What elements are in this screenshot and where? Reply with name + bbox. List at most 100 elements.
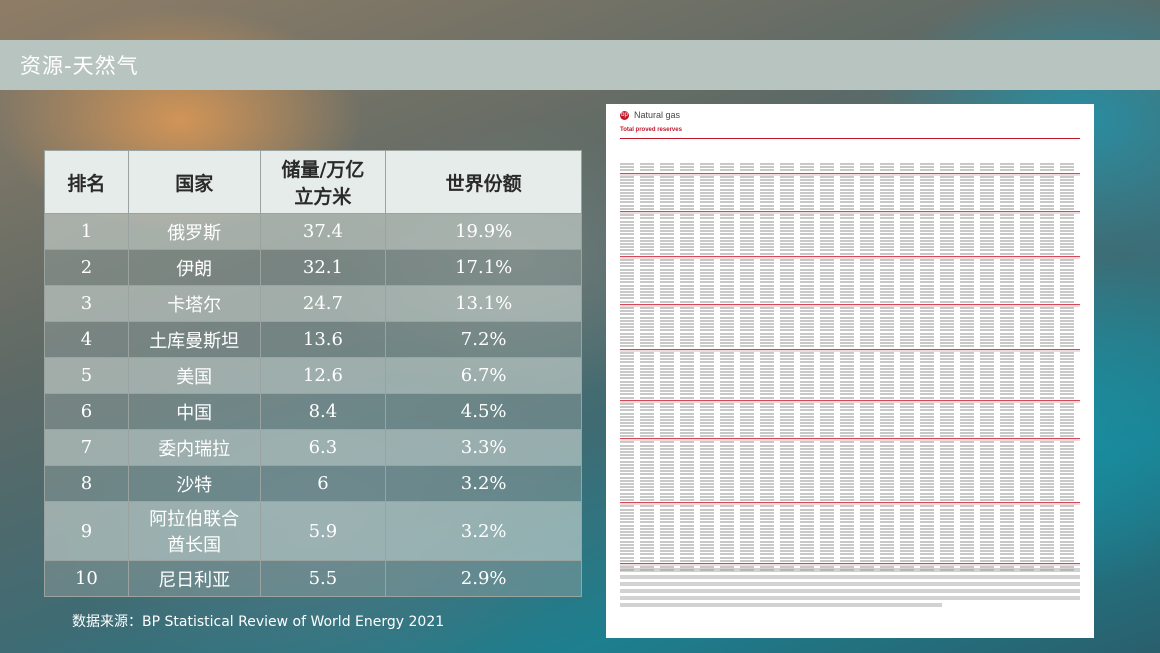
doc-row <box>620 511 1080 514</box>
header-country: 国家 <box>127 150 261 214</box>
cell-country: 俄罗斯 <box>127 213 261 250</box>
header-reserves-line2: 立方米 <box>294 186 352 208</box>
doc-row <box>620 374 1080 377</box>
table-row: 9 阿拉伯联合 酋长国 5.9 3.2% <box>44 501 582 561</box>
doc-row <box>620 518 1080 521</box>
doc-row <box>620 495 1080 498</box>
doc-row <box>620 463 1080 466</box>
doc-row <box>620 233 1080 236</box>
doc-row <box>620 255 1080 259</box>
doc-row <box>620 326 1080 329</box>
cell-rank: 6 <box>44 393 129 430</box>
header-share: 世界份额 <box>385 150 582 214</box>
doc-row <box>620 502 1080 506</box>
doc-row <box>620 271 1080 274</box>
table-row: 3 卡塔尔 24.7 13.1% <box>44 285 582 322</box>
header-reserves-line1: 储量/万亿 <box>281 159 365 181</box>
doc-row <box>620 268 1080 271</box>
doc-row <box>620 550 1080 553</box>
doc-row <box>620 265 1080 268</box>
cell-country: 伊朗 <box>127 249 261 286</box>
doc-row <box>620 467 1080 469</box>
doc-row <box>620 547 1080 549</box>
doc-row <box>620 291 1080 293</box>
doc-column-headers <box>620 138 1080 163</box>
bp-logo-icon: bp <box>620 111 629 120</box>
doc-row <box>620 454 1080 457</box>
cell-country: 阿拉伯联合 酋长国 <box>127 501 261 561</box>
doc-row <box>620 425 1080 428</box>
doc-row <box>620 415 1080 418</box>
doc-row <box>620 428 1080 431</box>
doc-row <box>620 188 1080 191</box>
doc-row <box>620 396 1080 399</box>
doc-row <box>620 543 1080 546</box>
table-row: 4 土库曼斯坦 13.6 7.2% <box>44 321 582 358</box>
cell-share: 3.2% <box>385 501 582 561</box>
doc-row <box>620 195 1080 197</box>
doc-row <box>620 476 1080 479</box>
doc-row <box>620 307 1080 309</box>
doc-row <box>620 332 1080 335</box>
cell-rank: 1 <box>44 213 129 250</box>
doc-row <box>620 441 1080 444</box>
doc-row <box>620 335 1080 338</box>
doc-row <box>620 457 1080 460</box>
doc-row <box>620 371 1080 373</box>
doc-row <box>620 556 1080 559</box>
doc-row <box>620 505 1080 508</box>
doc-row <box>620 412 1080 415</box>
doc-row <box>620 191 1080 194</box>
doc-row <box>620 566 1080 569</box>
doc-row <box>620 499 1080 501</box>
doc-row <box>620 367 1080 370</box>
doc-row <box>620 246 1080 249</box>
doc-row <box>620 521 1080 524</box>
doc-row <box>620 383 1080 386</box>
doc-row <box>620 351 1080 354</box>
cell-reserves: 12.6 <box>259 357 387 394</box>
cell-country: 美国 <box>127 357 261 394</box>
table-row: 5 美国 12.6 6.7% <box>44 357 582 394</box>
table-row: 1 俄罗斯 37.4 19.9% <box>44 213 582 250</box>
doc-row <box>620 236 1080 239</box>
table-header-row: 排名 国家 储量/万亿 立方米 世界份额 <box>44 150 582 214</box>
doc-subtitle: Total proved reserves <box>620 127 682 133</box>
doc-row <box>620 531 1080 533</box>
cell-reserves: 5.9 <box>259 501 387 561</box>
doc-row <box>620 294 1080 297</box>
doc-row <box>620 339 1080 341</box>
doc-row <box>620 323 1080 325</box>
table-row: 2 伊朗 32.1 17.1% <box>44 249 582 286</box>
source-note: 数据来源：BP Statistical Review of World Ener… <box>72 614 445 630</box>
doc-row <box>620 470 1080 473</box>
cell-country: 沙特 <box>127 465 261 502</box>
doc-row <box>620 214 1080 217</box>
doc-row <box>620 239 1080 242</box>
cell-reserves: 13.6 <box>259 321 387 358</box>
doc-row <box>620 303 1080 307</box>
doc-row <box>620 252 1080 255</box>
cell-reserves: 32.1 <box>259 249 387 286</box>
table-row: 10 尼日利亚 5.5 2.9% <box>44 560 582 597</box>
doc-row <box>620 489 1080 492</box>
doc-row <box>620 175 1080 178</box>
doc-row <box>620 223 1080 226</box>
doc-row <box>620 169 1080 172</box>
cell-country: 委内瑞拉 <box>127 429 261 466</box>
doc-row <box>620 444 1080 447</box>
doc-row <box>620 508 1080 511</box>
doc-row <box>620 515 1080 517</box>
cell-rank: 7 <box>44 429 129 466</box>
doc-row <box>620 380 1080 383</box>
doc-row <box>620 419 1080 421</box>
doc-row <box>620 422 1080 425</box>
cell-reserves: 24.7 <box>259 285 387 322</box>
title-bar: 资源-天然气 <box>0 40 1160 90</box>
doc-row <box>620 361 1080 364</box>
header-rank: 排名 <box>44 150 129 214</box>
doc-header: bp Natural gas <box>620 110 1080 124</box>
doc-row <box>620 230 1080 233</box>
cell-reserves: 6.3 <box>259 429 387 466</box>
doc-row <box>620 527 1080 530</box>
